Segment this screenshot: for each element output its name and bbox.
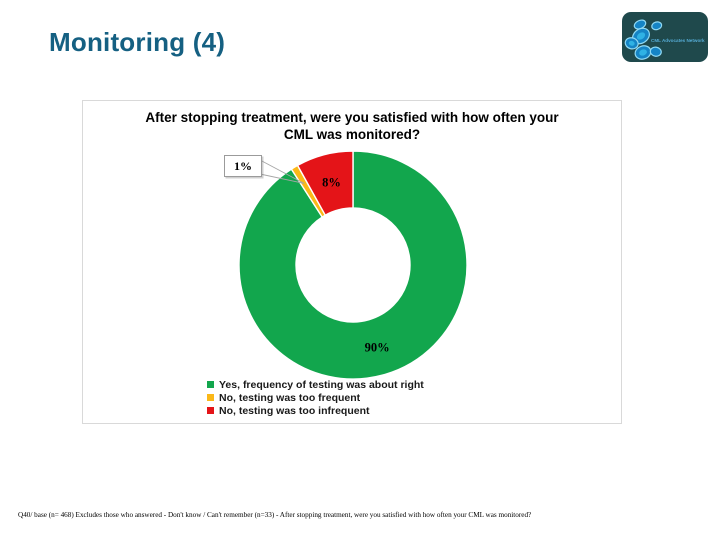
legend-item: No, testing was too frequent (207, 391, 424, 404)
legend-label: No, testing was too frequent (219, 391, 361, 404)
chart-legend: Yes, frequency of testing was about righ… (207, 378, 424, 417)
chart-title-line2: CML was monitored? (283, 127, 421, 142)
slice-data-label: 8% (322, 176, 341, 190)
callout-leader-line (259, 159, 305, 184)
slice-data-label: 90% (365, 341, 390, 355)
page-title: Monitoring (4) (49, 27, 226, 57)
pie-slice-0 (238, 150, 468, 380)
legend-swatch (207, 407, 214, 414)
legend-label: No, testing was too infrequent (219, 404, 370, 417)
chart-title: After stopping treatment, were you satis… (83, 109, 621, 143)
donut-chart: 90% 8% (238, 150, 468, 380)
callout-1-percent: 1% (224, 155, 262, 177)
chart-title-line1: After stopping treatment, were you satis… (145, 110, 559, 125)
legend-label: Yes, frequency of testing was about righ… (219, 378, 424, 391)
chart-panel: After stopping treatment, were you satis… (82, 100, 622, 424)
cml-cells-icon: CML Advocates Network (624, 19, 705, 60)
legend-swatch (207, 381, 214, 388)
legend-item: No, testing was too infrequent (207, 404, 424, 417)
legend-item: Yes, frequency of testing was about righ… (207, 378, 424, 391)
logo-text: CML Advocates Network (651, 38, 705, 43)
legend-swatch (207, 394, 214, 401)
cml-advocates-logo: CML Advocates Network (622, 12, 708, 62)
footnote: Q40/ base (n= 468) Excludes those who an… (18, 511, 532, 519)
pie-slice-2 (296, 150, 354, 217)
